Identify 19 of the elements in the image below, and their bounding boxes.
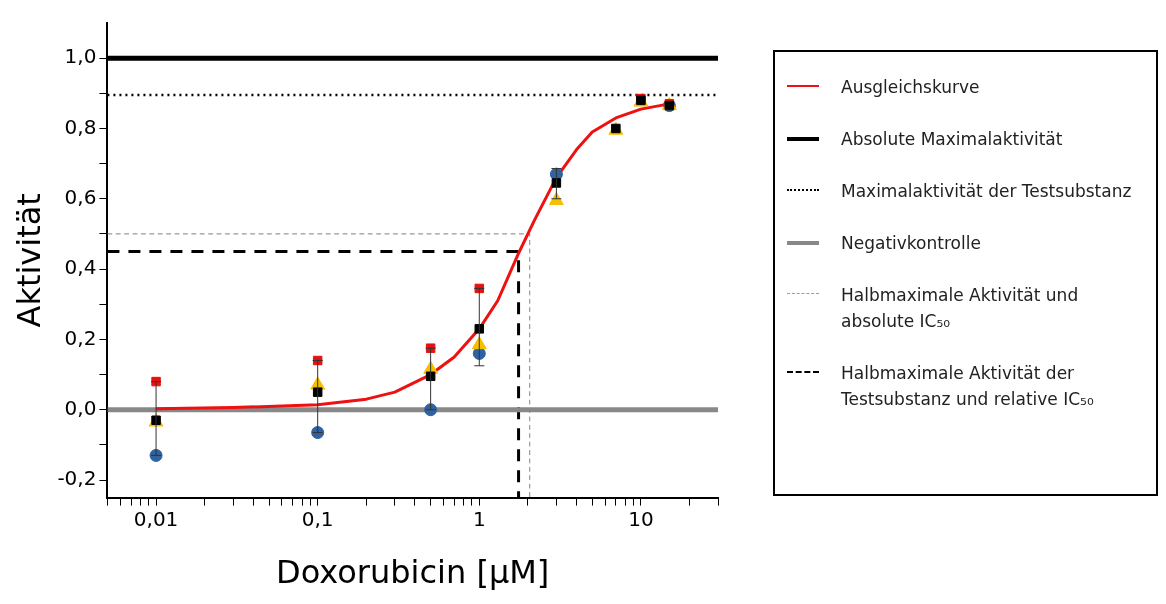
y-tick-label: 0,6 xyxy=(64,184,97,209)
y-tick-label: 0,0 xyxy=(64,395,97,420)
x-tick-label: 0,01 xyxy=(133,506,179,531)
legend-label: Halbmaximale Aktivität der Testsubstanz und relative IC₅₀ xyxy=(841,362,1095,411)
legend-label: Absolute Maximalaktivität xyxy=(841,128,1063,151)
y-tick-label: 0,2 xyxy=(64,325,97,350)
y-tick-label: 1,0 xyxy=(64,44,97,69)
x-tick-label: 10 xyxy=(628,506,654,531)
y-tick-label: 0,4 xyxy=(64,255,97,280)
legend-label: Maximalaktivität der Testsubstanz xyxy=(841,180,1132,203)
legend-label: Negativkontrolle xyxy=(841,232,981,255)
y-tick-label: 0,8 xyxy=(64,114,97,139)
legend-label: Ausgleichskurve xyxy=(841,76,980,99)
y-tick-label: -0,2 xyxy=(57,466,97,491)
x-tick-label: 0,1 xyxy=(301,506,334,531)
x-tick-label: 1 xyxy=(472,506,486,531)
legend-label: Halbmaximale Aktivität und absolute IC₅₀ xyxy=(841,284,1080,333)
x-axis-title: Doxorubicin [µM] xyxy=(276,553,550,592)
y-axis-title: Aktivität xyxy=(9,193,48,328)
